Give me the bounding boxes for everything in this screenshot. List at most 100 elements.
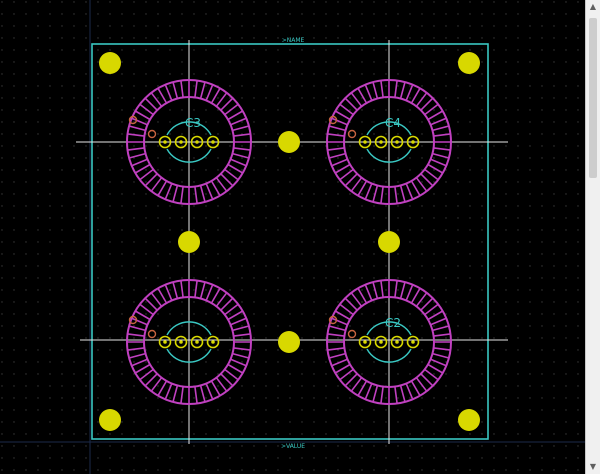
fin xyxy=(210,87,221,104)
board-name-field[interactable]: >NAME xyxy=(282,37,305,44)
capacitor-footprint[interactable] xyxy=(126,279,252,405)
fin xyxy=(399,385,406,403)
scrollbar-thumb[interactable] xyxy=(589,18,597,178)
fin xyxy=(372,281,379,299)
fin xyxy=(331,117,348,126)
fin xyxy=(131,117,148,126)
fin xyxy=(334,163,351,174)
mount-hole[interactable] xyxy=(99,409,121,431)
reference-designator[interactable]: C3 xyxy=(185,116,201,130)
fin xyxy=(339,103,354,116)
pad[interactable] xyxy=(406,335,420,349)
fin xyxy=(331,158,348,167)
fin xyxy=(357,287,368,304)
fin xyxy=(180,386,184,404)
fab-arc-bottom xyxy=(166,148,212,163)
fin xyxy=(410,87,421,104)
fin xyxy=(215,177,228,192)
fin xyxy=(128,125,146,132)
capacitor-footprint[interactable]: C2 xyxy=(326,279,452,405)
fin xyxy=(215,377,228,392)
fin xyxy=(180,280,184,298)
reference-designator[interactable]: C2 xyxy=(385,316,401,330)
pad[interactable] xyxy=(390,135,404,149)
fin xyxy=(164,183,173,200)
triangle-up-icon[interactable]: ▲ xyxy=(589,2,597,11)
pad-drill xyxy=(363,340,367,344)
pad[interactable] xyxy=(174,135,188,149)
fin xyxy=(331,317,348,326)
mount-hole[interactable] xyxy=(378,231,400,253)
fin xyxy=(405,383,414,400)
board-value-field[interactable]: >VALUE xyxy=(281,443,305,450)
fin xyxy=(380,280,384,298)
fin xyxy=(394,280,398,298)
fin xyxy=(227,363,244,374)
pad[interactable] xyxy=(374,335,388,349)
fin xyxy=(350,177,363,192)
fin xyxy=(364,84,373,101)
via[interactable] xyxy=(328,115,338,125)
vertical-scrollbar[interactable]: ▲ ▼ xyxy=(585,0,600,474)
pad[interactable] xyxy=(390,335,404,349)
pad[interactable] xyxy=(158,335,172,349)
fin xyxy=(194,80,198,98)
pad-drill xyxy=(379,340,383,344)
mount-hole[interactable] xyxy=(278,331,300,353)
mount-hole[interactable] xyxy=(458,409,480,431)
fin xyxy=(331,358,348,367)
fin xyxy=(380,386,384,404)
fin xyxy=(415,177,428,192)
mount-hole[interactable] xyxy=(178,231,200,253)
heatsink-fins xyxy=(327,80,451,204)
fin xyxy=(215,292,228,307)
fin xyxy=(230,317,247,326)
pad[interactable] xyxy=(206,135,220,149)
board-outline xyxy=(91,43,489,440)
fin xyxy=(357,87,368,104)
fin xyxy=(339,368,354,381)
pad[interactable] xyxy=(358,135,372,149)
capacitor-footprint[interactable]: C4 xyxy=(326,79,452,205)
components-layer: C3 C4 C2 xyxy=(126,79,452,405)
triangle-down-icon[interactable]: ▼ xyxy=(589,462,597,471)
fin xyxy=(394,80,398,98)
via[interactable] xyxy=(328,315,338,325)
via[interactable] xyxy=(147,129,157,139)
fin xyxy=(180,186,184,204)
pad[interactable] xyxy=(374,135,388,149)
pad[interactable] xyxy=(174,335,188,349)
fin xyxy=(157,180,168,197)
via[interactable] xyxy=(347,329,357,339)
via[interactable] xyxy=(147,329,157,339)
fin xyxy=(432,125,450,132)
fin xyxy=(420,173,434,187)
pad[interactable] xyxy=(190,335,204,349)
mount-hole[interactable] xyxy=(278,131,300,153)
capacitor-footprint[interactable]: C3 xyxy=(126,79,252,205)
via[interactable] xyxy=(128,115,138,125)
fin xyxy=(199,281,206,299)
fin xyxy=(433,133,451,137)
pad[interactable] xyxy=(358,335,372,349)
fin xyxy=(424,103,439,116)
mount-hole[interactable] xyxy=(99,52,121,74)
fin xyxy=(433,147,451,151)
via[interactable] xyxy=(128,315,138,325)
reference-designator[interactable]: C4 xyxy=(385,116,401,130)
pad[interactable] xyxy=(406,135,420,149)
via[interactable] xyxy=(347,129,357,139)
fab-arc-bottom xyxy=(166,348,212,363)
pad[interactable] xyxy=(206,335,220,349)
fin xyxy=(344,373,358,387)
pad[interactable] xyxy=(158,135,172,149)
fin xyxy=(433,347,451,351)
fin xyxy=(172,385,179,403)
fin xyxy=(410,180,421,197)
fin xyxy=(227,163,244,174)
mount-hole[interactable] xyxy=(458,52,480,74)
fin xyxy=(372,185,379,203)
fin xyxy=(427,110,444,121)
pad[interactable] xyxy=(190,135,204,149)
